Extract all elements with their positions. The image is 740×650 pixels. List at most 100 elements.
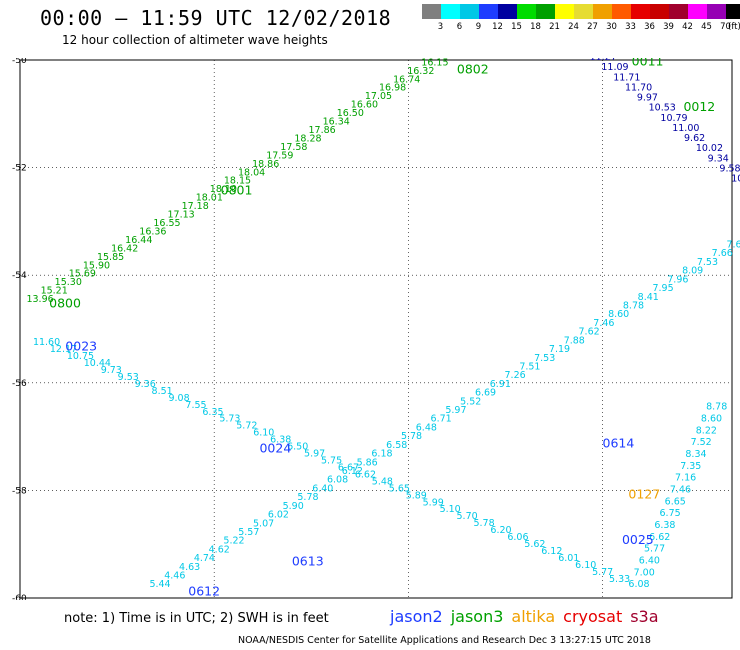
scale-swatch: [726, 4, 740, 19]
swh-value: 5.22: [223, 536, 244, 547]
swh-value: 6.06: [507, 532, 528, 543]
swh-value: 16.34: [323, 117, 350, 128]
scale-label: 36: [644, 22, 655, 32]
swh-value: 6.38: [270, 435, 291, 446]
swh-value: 18.28: [294, 133, 321, 144]
swh-value: 6.02: [268, 510, 289, 521]
swh-value: 16.36: [139, 226, 166, 237]
swh-value: 11.00: [672, 123, 699, 134]
swh-value: 15.90: [83, 260, 110, 271]
swh-value: 6.10: [575, 560, 596, 571]
scale-label: 21: [549, 22, 560, 32]
scale-swatch: [555, 4, 574, 19]
scale-swatch: [422, 4, 441, 19]
pass-label: 0023: [65, 339, 97, 354]
swh-value: 7.96: [667, 274, 688, 285]
swh-value: 7.51: [519, 361, 540, 372]
swh-value: 12.17: [50, 344, 77, 355]
swh-value: 6.71: [431, 414, 452, 425]
swh-value: 13.96: [26, 294, 53, 305]
swh-value: 7.53: [534, 353, 555, 364]
scale-label: 12: [492, 22, 503, 32]
scale-label: 45: [701, 22, 712, 32]
scale-swatch: [650, 4, 669, 19]
scale-label: 24: [568, 22, 579, 32]
swh-value: 15.30: [55, 277, 82, 288]
swh-value: 16.44: [125, 235, 152, 246]
swh-value: 5.65: [389, 483, 410, 494]
swh-value: 6.18: [371, 449, 392, 460]
swh-value: 8.51: [152, 386, 173, 397]
pass-label: 0614: [603, 435, 635, 450]
scale-swatch: [612, 4, 631, 19]
swh-value: 5.52: [460, 396, 481, 407]
scale-label: 33: [625, 22, 636, 32]
scale-label: 30: [606, 22, 617, 32]
swh-value: 6.08: [327, 475, 348, 486]
swh-value: 6.48: [416, 422, 437, 433]
pass-label: 0612: [188, 583, 220, 598]
legend-cryosat: cryosat: [563, 607, 623, 626]
swh-value: 7.66: [712, 248, 733, 259]
scale-swatch: [631, 4, 650, 19]
swh-value: 8.41: [638, 292, 659, 303]
scale-swatch: [707, 4, 726, 19]
swh-value: 10.09: [731, 174, 740, 185]
swh-value: 7.53: [697, 257, 718, 268]
swh-value: 18.15: [224, 176, 251, 187]
scale-label: 39: [663, 22, 674, 32]
scale-label: 6: [456, 22, 463, 32]
swh-value: 7.35: [680, 461, 701, 472]
swh-value: 6.91: [490, 379, 511, 390]
swh-value: 7.55: [185, 400, 206, 411]
lat-tick-label: -50: [12, 58, 27, 66]
swh-value: 6.40: [312, 483, 333, 494]
swh-value: 16.32: [407, 66, 434, 77]
scale-label: 9: [475, 22, 482, 32]
scale-swatch: [574, 4, 593, 19]
swh-value: 17.86: [308, 125, 335, 136]
swh-value: 5.10: [440, 504, 461, 515]
scale-label: 18: [530, 22, 541, 32]
swh-value: 15.21: [41, 286, 68, 297]
swh-value: 4.62: [209, 544, 230, 555]
swh-value: 18.04: [238, 167, 265, 178]
swh-value: 5.77: [592, 567, 613, 578]
swh-value: 5.57: [238, 527, 259, 538]
altimeter-map: -135-132-129-126-123-124-50-52-54-56-58-…: [12, 58, 740, 600]
scale-label: 42: [682, 22, 693, 32]
swh-value: 18.01: [196, 193, 223, 204]
scale-swatch: [479, 4, 498, 19]
scale-swatch: [593, 4, 612, 19]
scale-unit: (ft): [728, 22, 740, 32]
legend-altika: altika: [511, 607, 556, 626]
swh-value: 5.78: [297, 492, 318, 503]
swh-value: 7.88: [564, 335, 585, 346]
swh-value: 16.98: [379, 83, 406, 94]
swh-value: 9.36: [135, 379, 156, 390]
lat-tick-label: -54: [12, 271, 27, 281]
swh-value: 7.16: [675, 473, 696, 484]
pass-label: 0127: [628, 486, 660, 501]
pass-label: 0012: [683, 99, 715, 114]
swh-value: 5.99: [423, 497, 444, 508]
swh-value: 5.07: [253, 518, 274, 529]
swh-value: 5.97: [304, 449, 325, 460]
swh-value: 8.09: [682, 266, 703, 277]
swh-value: 10.02: [696, 143, 723, 154]
swh-value: 6.08: [628, 579, 649, 590]
swh-value: 9.53: [118, 372, 139, 383]
lat-tick-label: -56: [12, 379, 27, 389]
legend-jason3: jason3: [450, 607, 504, 626]
swh-value: 17.13: [167, 210, 194, 221]
swh-value: 5.86: [357, 457, 378, 468]
scale-swatch: [460, 4, 479, 19]
swh-value: 5.78: [401, 431, 422, 442]
scale-swatch: [517, 4, 536, 19]
swh-value: 5.90: [283, 501, 304, 512]
swh-value: 11.27: [590, 58, 617, 63]
pass-label: 0011: [632, 58, 664, 68]
page-subtitle: 12 hour collection of altimeter wave hei…: [62, 33, 328, 47]
swh-value: 5.75: [321, 456, 342, 467]
pass-label: 0802: [457, 61, 489, 76]
